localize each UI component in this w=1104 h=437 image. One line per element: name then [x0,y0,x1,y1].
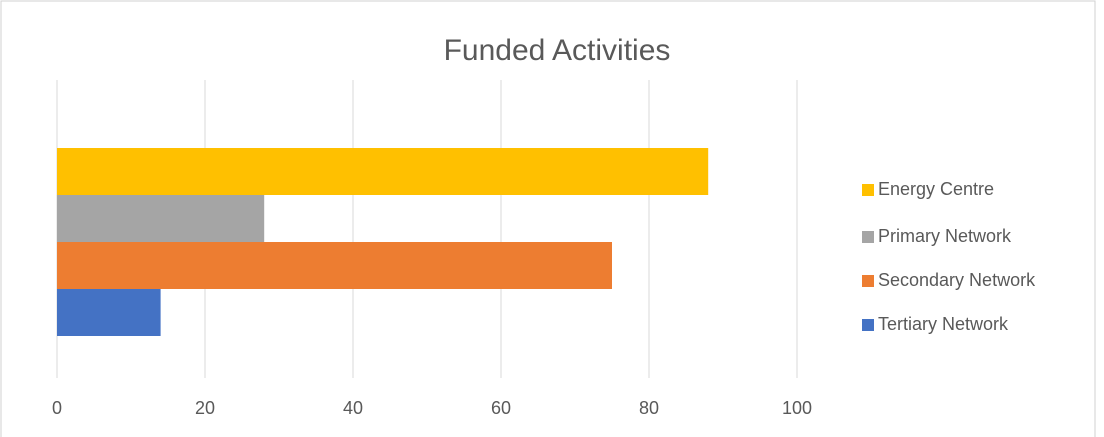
x-tick-label: 40 [343,398,363,418]
bar [57,289,161,336]
legend-label: Secondary Network [878,270,1036,290]
bar [57,195,265,242]
legend-swatch [862,231,874,243]
chart-title: Funded Activities [444,34,671,67]
x-tick-label: 100 [782,398,812,418]
legend-label: Tertiary Network [878,314,1009,334]
legend-label: Primary Network [878,226,1012,246]
legend-swatch [862,275,874,287]
bar [57,148,709,195]
bar [57,242,612,289]
x-tick-label: 80 [639,398,659,418]
x-tick-label: 20 [195,398,215,418]
legend-swatch [862,319,874,331]
x-tick-label: 60 [491,398,511,418]
legend-label: Energy Centre [878,179,994,199]
x-tick-label: 0 [52,398,62,418]
legend-swatch [862,184,874,196]
